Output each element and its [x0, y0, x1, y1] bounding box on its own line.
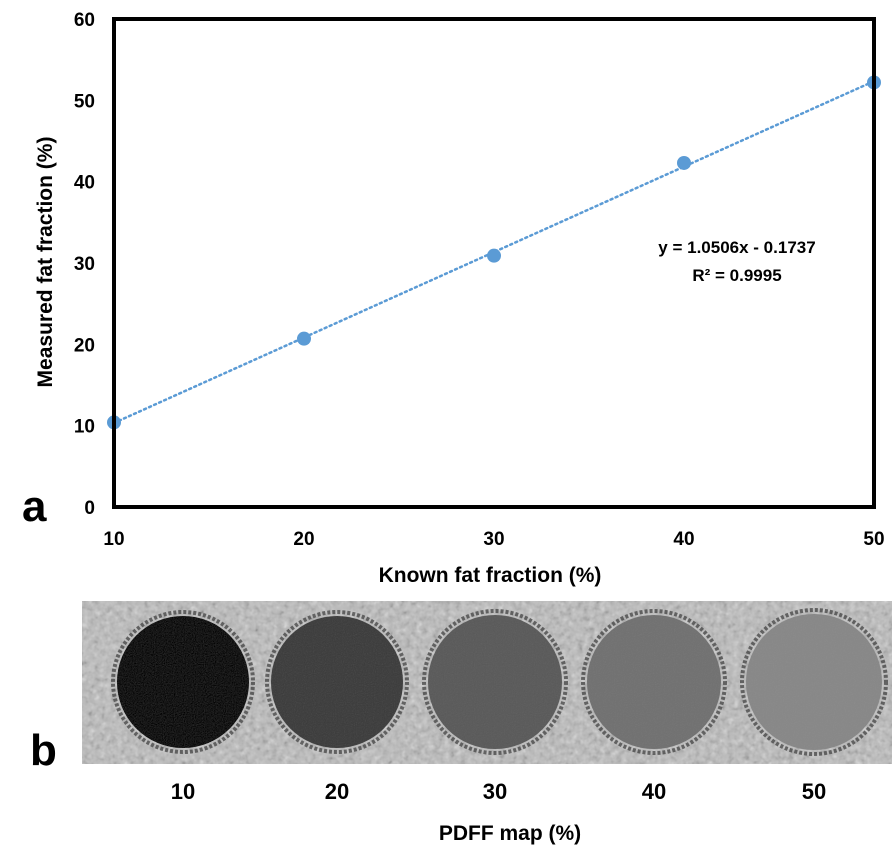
vial-rim: [740, 608, 888, 756]
x-axis-ticks: 10 20 30 40 50: [103, 529, 884, 550]
x-axis-title: Known fat fraction (%): [379, 564, 602, 587]
x-tick-label: 20: [293, 529, 314, 550]
panel-label-a: a: [22, 482, 47, 531]
phantom-label: 20: [325, 779, 349, 804]
y-tick-label: 40: [74, 173, 95, 194]
plot-frame: [112, 17, 876, 509]
y-tick-label: 30: [74, 254, 95, 275]
vial-rim: [111, 610, 255, 754]
y-axis-ticks: 0 10 20 30 40 50 60: [74, 10, 95, 519]
phantom-vials: [111, 608, 888, 756]
phantom-axis-title: PDFF map (%): [439, 822, 581, 845]
data-points: [107, 75, 881, 430]
phantom-label: 50: [802, 779, 826, 804]
trendline-r-squared: R² = 0.9995: [692, 266, 781, 285]
pdff-phantom-panel: 10 20 30 40 50 PDFF map (%) b: [30, 601, 892, 845]
panel-label-b: b: [30, 726, 57, 775]
x-tick-label: 30: [483, 529, 504, 550]
trendline-equation: y = 1.0506x - 0.1737: [658, 238, 815, 257]
x-tick-label: 10: [103, 529, 124, 550]
y-axis-title: Measured fat fraction (%): [34, 137, 57, 388]
data-point: [297, 331, 311, 346]
vial-rim: [422, 609, 568, 755]
data-point: [487, 248, 501, 263]
scatter-chart: 0 10 20 30 40 50 60 10 20 30 40 50 y = 1.0506x - 0…: [22, 10, 885, 587]
vial-rim: [581, 609, 727, 755]
phantom-vial: [587, 615, 721, 749]
phantom-label: 30: [483, 779, 507, 804]
data-point: [677, 155, 691, 170]
phantom-labels: 10 20 30 40 50: [171, 779, 826, 804]
phantom-vial: [271, 616, 403, 748]
phantom-vial: [428, 615, 562, 749]
y-tick-label: 10: [74, 417, 95, 438]
y-tick-label: 60: [74, 10, 95, 31]
x-tick-label: 50: [863, 529, 884, 550]
phantom-label: 10: [171, 779, 195, 804]
y-tick-label: 50: [74, 91, 95, 112]
trendline: [112, 79, 876, 425]
y-tick-label: 0: [84, 498, 95, 519]
phantom-label: 40: [642, 779, 666, 804]
vial-rim: [265, 610, 409, 754]
y-tick-label: 20: [74, 335, 95, 356]
phantom-vial: [117, 616, 249, 748]
phantom-vial: [746, 614, 882, 750]
x-tick-label: 40: [673, 529, 694, 550]
